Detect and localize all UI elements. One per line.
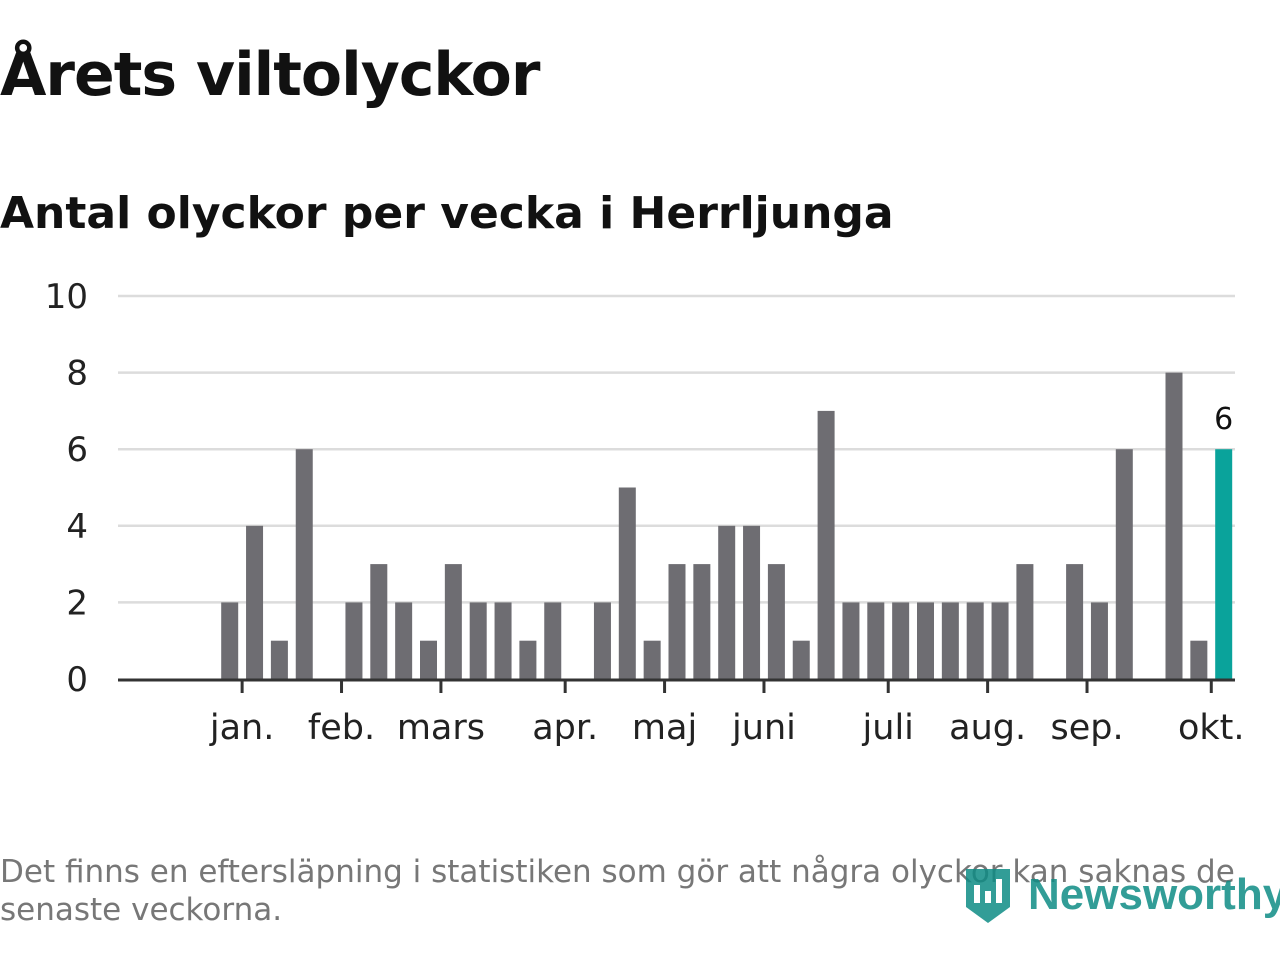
bar	[618, 487, 636, 679]
bar	[643, 640, 661, 679]
bar	[420, 640, 437, 679]
y-tick-label: 8	[66, 354, 88, 394]
y-tick-label: 2	[66, 583, 88, 623]
bar	[1115, 449, 1133, 679]
bars	[221, 372, 1233, 679]
bar	[593, 602, 611, 679]
bar	[767, 564, 785, 679]
bar-chart: 0 2 4 6 8 10 jan. feb. mars apr. maj juni juli aug. s…	[45, 277, 1245, 748]
brand-logo[interactable]: Newsworthy	[962, 860, 1280, 930]
y-tick-label: 6	[66, 430, 88, 470]
bar	[693, 564, 711, 679]
bar	[444, 564, 462, 679]
y-tick-label: 0	[66, 660, 88, 700]
bar	[917, 602, 934, 679]
bar	[494, 602, 512, 679]
data-label: 6	[1214, 402, 1233, 437]
x-tick-label: maj	[632, 708, 697, 748]
bar	[892, 602, 910, 679]
bar	[345, 602, 363, 679]
bar	[370, 564, 388, 679]
bar	[743, 525, 761, 679]
bar	[1190, 640, 1208, 679]
x-tick-label: mars	[397, 708, 485, 748]
bar	[1016, 564, 1034, 679]
bar	[270, 640, 288, 679]
x-tick-label: aug.	[949, 708, 1026, 748]
data-labels: 6	[1214, 402, 1233, 437]
bar	[246, 525, 264, 679]
x-tick-label: okt.	[1178, 708, 1245, 748]
chart-title: Årets viltolyckor	[0, 40, 540, 110]
x-tick-labels: jan. feb. mars apr. maj juni juli aug. sep. okt.	[209, 708, 1245, 748]
bar	[668, 564, 686, 679]
footnote: Det finns en eftersläpning i statistiken…	[0, 854, 1235, 928]
y-tick-labels: 0 2 4 6 8 10	[45, 277, 88, 700]
bar	[544, 602, 562, 679]
bar	[718, 525, 736, 679]
bar	[395, 602, 413, 679]
x-tick-label: sep.	[1050, 708, 1123, 748]
bar	[295, 449, 313, 679]
bar	[867, 602, 885, 679]
gridlines	[118, 294, 1235, 604]
bar	[221, 602, 239, 679]
bar	[519, 640, 537, 679]
bar	[792, 640, 810, 679]
x-tick-label: jan.	[209, 708, 274, 748]
newsworthy-logo-icon	[966, 869, 1010, 923]
bar	[817, 410, 835, 679]
bar	[1165, 372, 1183, 679]
bar	[991, 602, 1009, 679]
bar	[941, 602, 959, 679]
chart-subtitle: Antal olyckor per vecka i Herrljunga	[0, 188, 894, 239]
y-tick-label: 4	[66, 507, 88, 547]
highlighted-bar	[1215, 449, 1233, 679]
bar	[1090, 602, 1108, 679]
bar	[1066, 564, 1084, 679]
bar	[966, 602, 984, 679]
x-ticks	[240, 680, 1213, 693]
bar	[842, 602, 860, 679]
x-tick-label: juni	[731, 708, 796, 748]
bar	[469, 602, 487, 679]
brand-name: Newsworthy	[1028, 870, 1280, 919]
y-tick-label: 10	[45, 277, 88, 317]
x-tick-label: feb.	[308, 708, 375, 748]
x-tick-label: apr.	[532, 708, 598, 748]
x-tick-label: juli	[862, 708, 914, 748]
